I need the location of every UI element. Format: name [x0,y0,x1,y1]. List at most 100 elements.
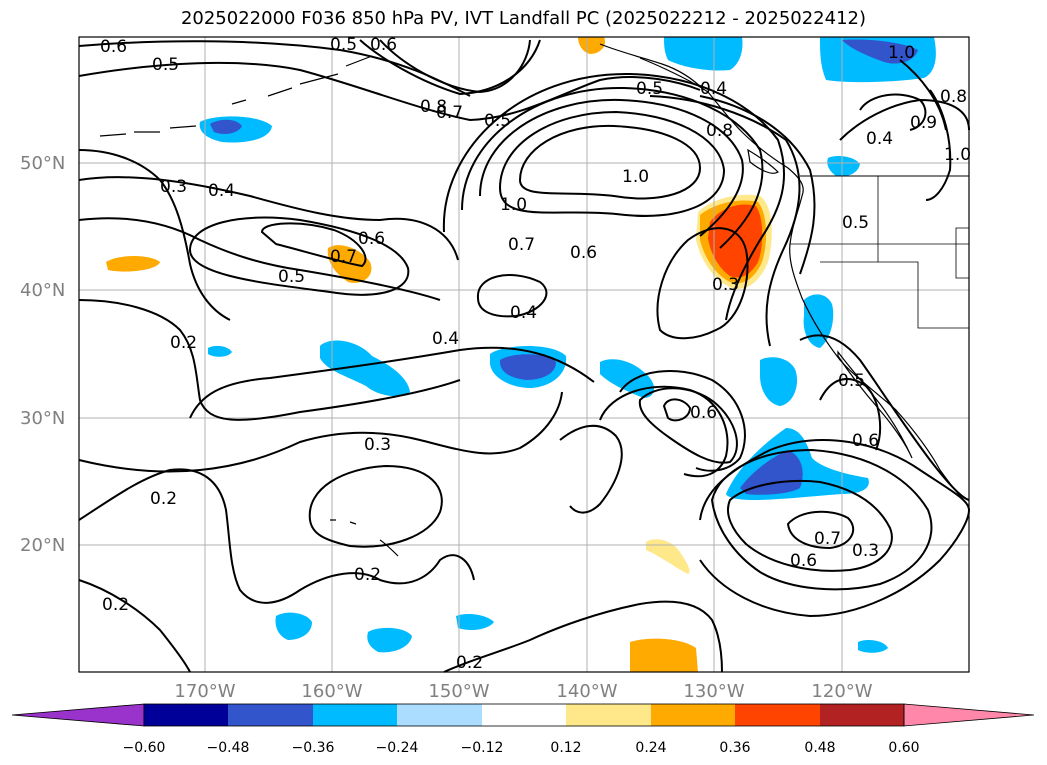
colorbar-tick: −0.24 [376,740,419,756]
colorbar-ticks: −0.60 −0.48 −0.36 −0.24 −0.12 0.12 0.24 … [123,740,920,756]
contour-0-5-west [78,217,441,301]
contour-label: 0.5 [636,79,663,99]
lon-label: 140°W [556,681,617,702]
contour-east-coast-1 [799,334,970,501]
shade-negative-8 [500,354,556,380]
contour-label: 1.0 [944,145,971,165]
contour-0-2-south [78,468,475,604]
contour-label: 0.4 [208,181,235,201]
colorbar-tick: −0.12 [461,740,504,756]
contour-label: 0.3 [712,275,739,295]
contour-nw-closed [359,39,541,96]
lat-label: 20°N [20,535,65,556]
aleutian-islands [99,55,373,137]
shade-negative-10 [760,357,798,406]
contour-0-6-se [638,387,738,464]
contour-0-4-mid [189,346,595,419]
colorbar-tick: 0.24 [635,740,666,756]
shade-negative-15 [367,627,412,653]
contour-label: 0.3 [852,541,879,561]
contour-label: 0.5 [330,35,357,55]
contour-0-3-loop-2 [308,464,443,548]
lon-label: 130°W [683,681,744,702]
contour-label: 0.8 [940,87,967,107]
colorbar-extend-max [903,703,1035,727]
contour-0-4-jet [699,95,816,275]
lon-label: 150°W [428,681,489,702]
contour-0-5-se [619,369,746,472]
shade-negative-14 [275,612,312,640]
contour-label: 0.5 [838,371,865,391]
hawaii [330,519,399,557]
colorbar-tick: −0.48 [207,740,250,756]
contour-label: 0.3 [160,177,187,197]
lat-label: 50°N [20,153,65,174]
colorbar-tick: 0.48 [804,740,835,756]
contour-label: 0.5 [152,55,179,75]
contour-0-9-ring [498,110,726,217]
colorbar-segment [313,704,397,726]
lat-label: 40°N [20,280,65,301]
contour-label: 0.8 [420,97,447,117]
lon-label: 120°W [811,681,872,702]
lat-label: 30°N [20,408,65,429]
map-title: 2025022000 F036 850 hPa PV, IVT Landfall… [180,8,867,29]
contour-1-0-ring [518,124,702,200]
contour-0-2-west [78,299,461,421]
shade-negative-3 [664,37,743,71]
contour-0-3-mid [78,391,563,473]
contour-label: 0.5 [278,267,305,287]
shade-positive-6 [106,256,160,272]
contour-label: 0.8 [706,121,733,141]
colorbar-tick: 0.12 [550,740,581,756]
shade-negative-9 [600,359,655,398]
contour-ne-4 [899,59,947,131]
contour-label: 0.2 [456,653,483,673]
shade-negative-18 [827,156,860,177]
vancouver-island [747,148,779,174]
contour-east-coast-2 [819,377,882,451]
contour-0-8-ring [379,39,531,94]
colorbar-extend-min [11,703,145,727]
lon-label: 170°W [174,681,235,702]
contour-0-4-se [599,385,729,478]
contour-label: 0.7 [330,247,357,267]
contour-0-3-loop [656,227,749,340]
contour-label: 0.5 [484,111,511,131]
colorbar-tick: 0.36 [719,740,750,756]
contour-0-4-mid-2 [476,274,548,318]
contour-0-7-jet [461,86,764,249]
contour-0-5-jet [649,95,801,347]
contour-label: 0.6 [690,403,717,423]
contour-label: 0.7 [436,103,463,123]
contour-label: 0.7 [814,529,841,549]
contour-label: 0.6 [790,551,817,571]
lat-lon-grid [79,37,969,672]
shade-positive-8 [646,539,690,574]
colorbar-tick: −0.36 [292,740,335,756]
colorbar-segment [820,704,904,726]
contour-0-4-east [699,439,970,521]
lon-label: 160°W [301,681,362,702]
shade-negative-11 [803,294,834,348]
colorbar-tick: 0.60 [888,740,919,756]
contour-0-6-west [188,216,410,296]
contour-label: 0.6 [100,37,127,57]
contour-0-8-jet [479,98,744,237]
contour-label: 0.2 [170,333,197,353]
colorbar-segment [735,704,820,726]
contour-label: 1.0 [500,195,527,215]
contour-label: 0.9 [910,113,937,133]
contour-0-6-east [727,479,893,572]
map-border [78,36,970,673]
shade-negative-19 [208,345,232,357]
contour-label: 1.0 [888,43,915,63]
latitude-labels: 50°N 40°N 30°N 20°N [20,153,65,556]
colorbar-segment [397,704,482,726]
shade-positive-5 [578,37,606,54]
contour-label: 0.6 [570,243,597,263]
contour-label: 0.2 [102,595,129,615]
contour-labels: 0.6 0.5 0.5 0.6 0.8 0.7 0.5 0.5 0.4 1.0 … [100,35,971,673]
shade-negative-2 [842,39,918,64]
